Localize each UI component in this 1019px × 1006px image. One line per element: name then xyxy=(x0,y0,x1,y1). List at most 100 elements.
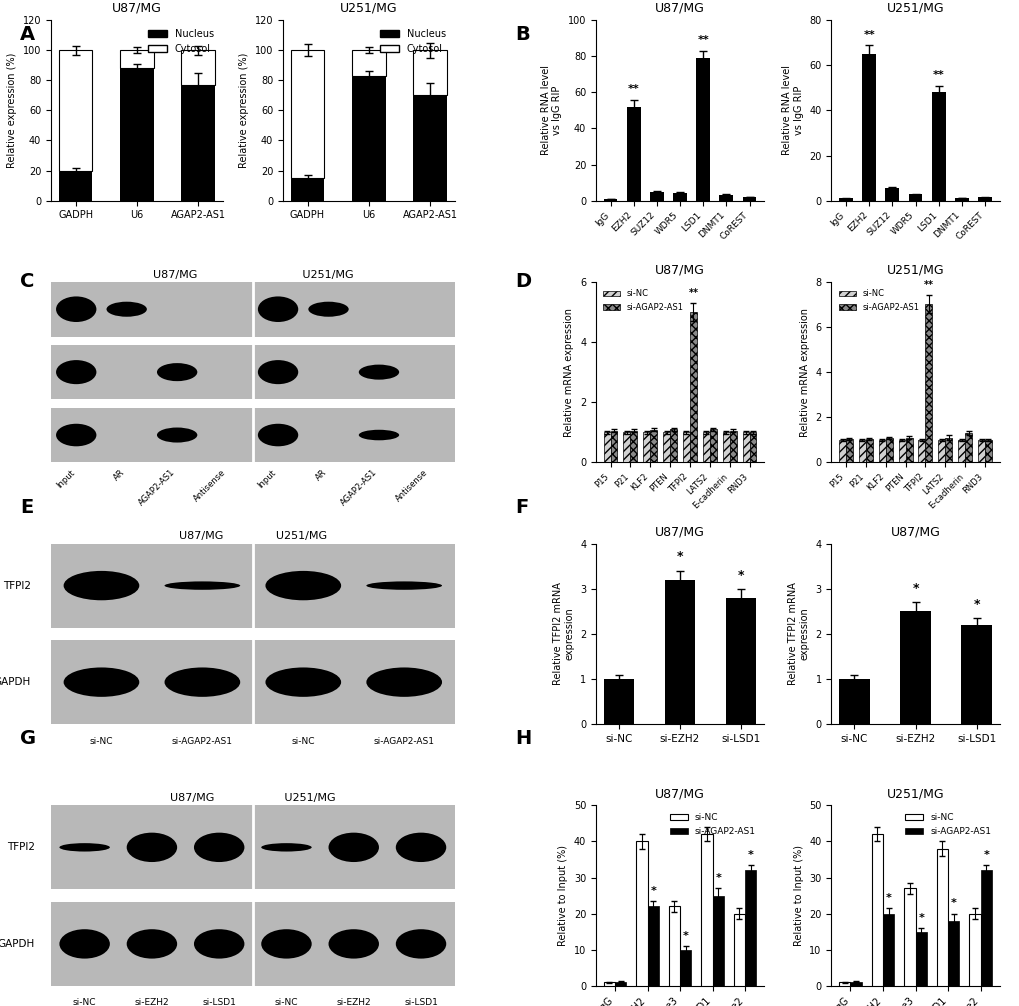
Text: C: C xyxy=(20,272,35,291)
Bar xyxy=(290,178,324,200)
Bar xyxy=(977,197,991,200)
Ellipse shape xyxy=(106,302,147,317)
Bar xyxy=(700,834,712,986)
Text: *: * xyxy=(917,912,923,923)
Bar xyxy=(683,433,689,463)
Y-axis label: Relative TFPI2 mRNA
expression: Relative TFPI2 mRNA expression xyxy=(788,582,809,685)
Ellipse shape xyxy=(164,667,240,697)
Ellipse shape xyxy=(265,667,340,697)
Bar xyxy=(290,50,324,178)
Bar xyxy=(964,433,971,463)
Text: GAPDH: GAPDH xyxy=(0,677,31,687)
Bar xyxy=(905,438,912,463)
Bar xyxy=(744,870,756,986)
Bar xyxy=(947,920,959,986)
Bar xyxy=(603,679,634,724)
Y-axis label: Relative TFPI2 mRNA
expression: Relative TFPI2 mRNA expression xyxy=(552,582,574,685)
Bar xyxy=(977,440,984,463)
Text: H: H xyxy=(515,729,531,748)
Ellipse shape xyxy=(395,833,446,862)
Ellipse shape xyxy=(258,424,298,447)
Text: Input: Input xyxy=(54,468,76,490)
Title: U251/MG: U251/MG xyxy=(886,264,944,277)
Bar xyxy=(668,906,680,986)
Text: si-NC: si-NC xyxy=(72,999,96,1006)
Bar xyxy=(870,834,882,986)
Legend: Nucleus, Cytosol: Nucleus, Cytosol xyxy=(144,25,218,57)
Legend: si-NC, si-AGAP2-AS1: si-NC, si-AGAP2-AS1 xyxy=(835,286,921,315)
Bar xyxy=(884,187,899,200)
Bar xyxy=(915,932,926,986)
Title: U251/MG: U251/MG xyxy=(886,787,944,800)
Legend: si-NC, si-AGAP2-AS1: si-NC, si-AGAP2-AS1 xyxy=(665,810,759,840)
Y-axis label: Relative RNA level
vs IgG RIP: Relative RNA level vs IgG RIP xyxy=(782,65,803,155)
Bar xyxy=(865,439,872,463)
Text: Input: Input xyxy=(256,468,278,490)
Ellipse shape xyxy=(56,297,97,322)
Bar xyxy=(709,430,716,463)
Bar xyxy=(181,50,215,85)
Ellipse shape xyxy=(261,930,312,959)
Bar xyxy=(884,438,892,463)
Text: A: A xyxy=(20,25,36,44)
Title: U251/MG: U251/MG xyxy=(886,2,944,15)
Text: TFPI2: TFPI2 xyxy=(7,842,35,852)
Text: si-NC: si-NC xyxy=(274,999,298,1006)
Bar xyxy=(722,433,729,463)
Y-axis label: Relative to Input (%): Relative to Input (%) xyxy=(557,845,568,946)
Title: U87/MG: U87/MG xyxy=(654,2,704,15)
Ellipse shape xyxy=(126,930,177,959)
Bar xyxy=(718,195,733,200)
Text: *: * xyxy=(682,931,688,941)
Title: U87/MG                    U251/MG: U87/MG U251/MG xyxy=(170,793,335,803)
Text: *: * xyxy=(911,582,918,596)
Bar xyxy=(413,96,446,200)
Ellipse shape xyxy=(59,843,110,851)
Y-axis label: Relative mRNA expression: Relative mRNA expression xyxy=(799,308,809,437)
Bar xyxy=(120,50,154,68)
Bar xyxy=(352,75,385,200)
Text: **: ** xyxy=(688,288,698,298)
Text: *: * xyxy=(982,849,988,859)
Ellipse shape xyxy=(56,424,97,447)
Text: AR: AR xyxy=(112,468,126,483)
Bar xyxy=(845,439,852,463)
Bar xyxy=(603,982,614,986)
Bar xyxy=(900,612,930,724)
Bar xyxy=(935,849,947,986)
Bar xyxy=(878,440,884,463)
Bar xyxy=(626,107,640,200)
Title: U87/MG: U87/MG xyxy=(112,2,162,15)
Text: TFPI2: TFPI2 xyxy=(3,580,31,591)
Bar xyxy=(839,440,845,463)
Title: U87/MG               U251/MG: U87/MG U251/MG xyxy=(178,531,326,541)
Bar xyxy=(680,950,691,986)
Bar xyxy=(413,50,446,96)
Ellipse shape xyxy=(157,363,197,381)
Text: AR: AR xyxy=(314,468,328,483)
Title: U251/MG: U251/MG xyxy=(339,2,397,15)
Bar xyxy=(850,982,861,986)
Text: si-LSD1: si-LSD1 xyxy=(202,999,235,1006)
Bar xyxy=(630,431,637,463)
Bar xyxy=(662,433,669,463)
Ellipse shape xyxy=(194,833,245,862)
Ellipse shape xyxy=(261,843,312,851)
Legend: Nucleus, Cytosol: Nucleus, Cytosol xyxy=(375,25,449,57)
Bar xyxy=(733,913,744,986)
Bar xyxy=(603,199,616,200)
Text: GAPDH: GAPDH xyxy=(0,939,35,949)
Bar xyxy=(650,430,656,463)
Bar xyxy=(742,197,756,200)
Bar xyxy=(636,841,647,986)
Bar xyxy=(839,982,850,986)
Text: *: * xyxy=(950,898,956,908)
Ellipse shape xyxy=(126,833,177,862)
Ellipse shape xyxy=(63,667,140,697)
Title: U87/MG: U87/MG xyxy=(654,525,704,538)
Title: U87/MG: U87/MG xyxy=(890,525,940,538)
Bar xyxy=(858,440,865,463)
Text: E: E xyxy=(20,498,34,517)
Text: si-NC: si-NC xyxy=(291,736,315,745)
Bar xyxy=(937,440,945,463)
